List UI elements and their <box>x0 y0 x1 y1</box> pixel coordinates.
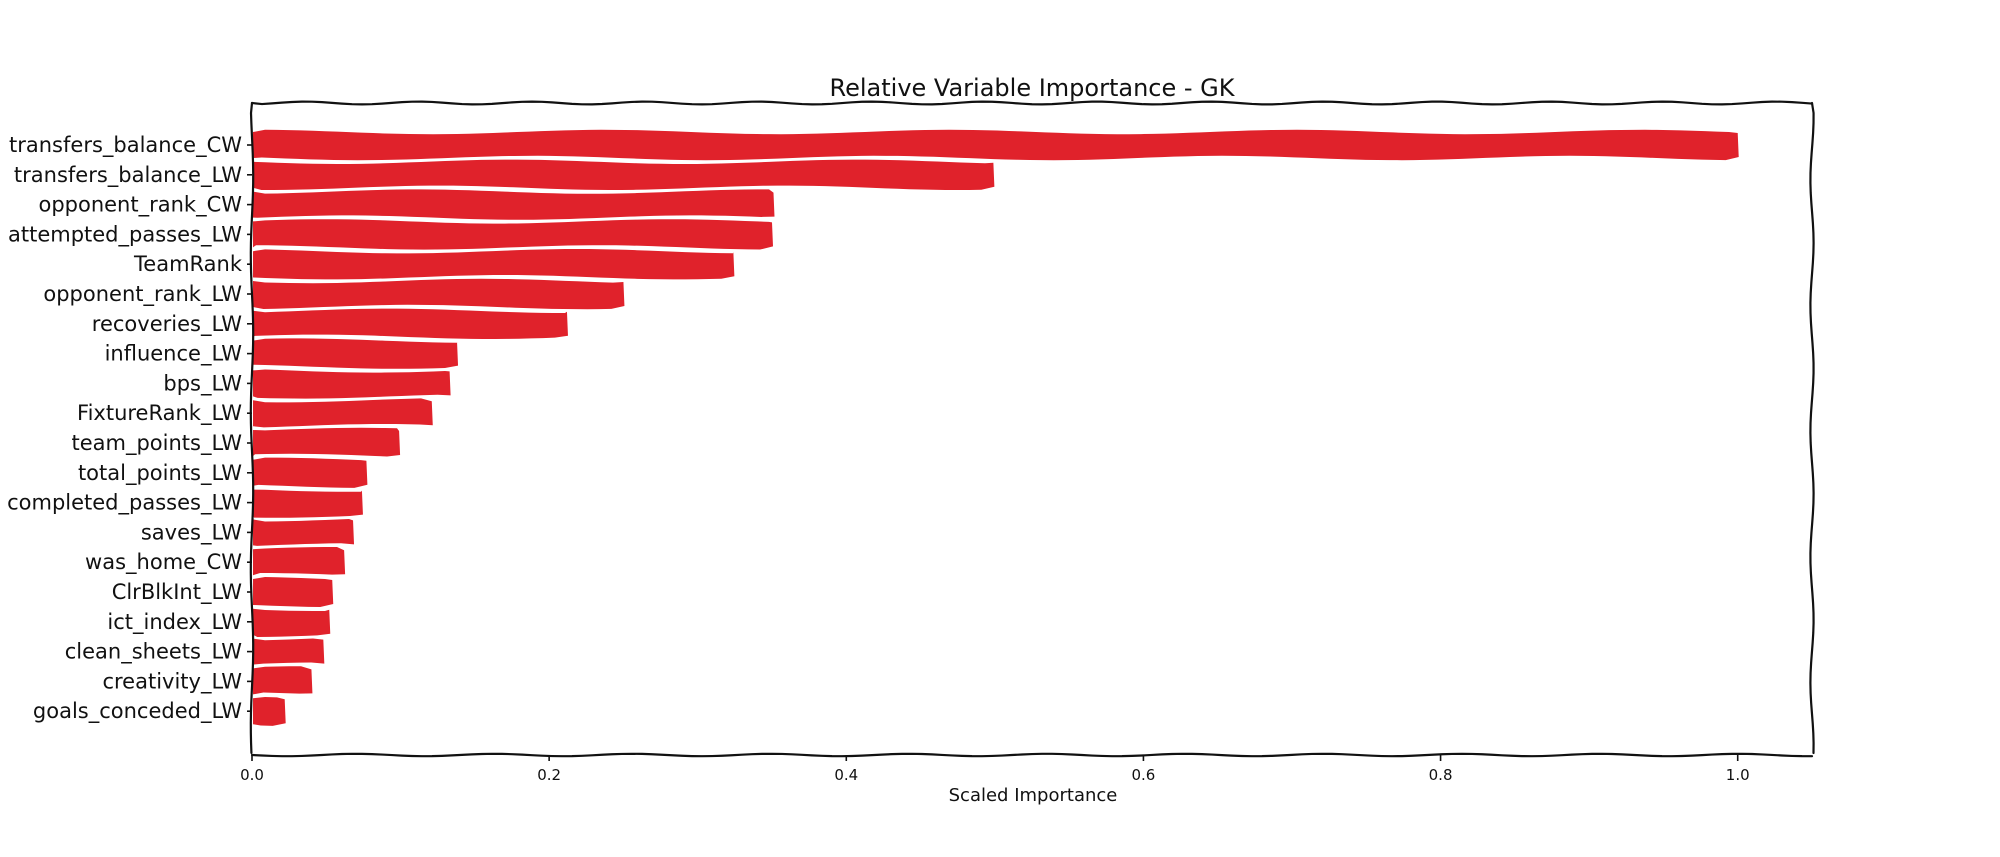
bar <box>253 457 368 488</box>
category-label: team_points_LW <box>71 431 242 456</box>
bar <box>253 338 459 369</box>
bar <box>253 577 334 608</box>
category-label: clean_sheets_LW <box>65 640 243 665</box>
category-label: opponent_rank_LW <box>43 282 242 307</box>
x-axis-ticks: 0.0 0.2 0.4 0.6 0.8 1.0 <box>240 755 1750 784</box>
bar <box>253 369 451 399</box>
bar <box>253 427 401 457</box>
category-label: TeamRank <box>133 252 243 276</box>
category-label: goals_conceded_LW <box>33 699 242 724</box>
category-label: FixtureRank_LW <box>77 401 242 426</box>
category-label: was_home_CW <box>85 550 242 575</box>
category-label: transfers_balance_CW <box>9 133 242 158</box>
bar <box>253 489 363 518</box>
x-tick-label: 1.0 <box>1726 766 1750 784</box>
bar <box>253 308 568 339</box>
x-axis-label: Scaled Importance <box>949 785 1118 806</box>
bars-layer <box>253 129 1739 726</box>
bar <box>253 666 313 695</box>
bar <box>253 696 286 726</box>
x-tick-label: 0.8 <box>1429 766 1453 784</box>
x-tick-label: 0.2 <box>537 766 561 784</box>
category-label: creativity_LW <box>102 669 242 694</box>
chart-title: Relative Variable Importance - GK <box>830 74 1236 102</box>
x-tick-label: 0.0 <box>240 766 264 784</box>
bar <box>253 547 346 576</box>
plot-frame <box>249 100 1815 758</box>
bar <box>253 129 1739 161</box>
bar <box>253 519 355 546</box>
x-tick-label: 0.4 <box>834 766 858 784</box>
bar <box>253 398 433 428</box>
category-label: opponent_rank_CW <box>38 193 242 218</box>
bar <box>253 249 735 280</box>
category-label: ClrBlkInt_LW <box>112 580 243 605</box>
bar <box>253 638 325 665</box>
x-tick-label: 0.6 <box>1131 766 1155 784</box>
bar <box>253 219 773 250</box>
category-label: bps_LW <box>163 371 242 396</box>
category-label: influence_LW <box>105 342 243 367</box>
category-label: total_points_LW <box>78 461 242 486</box>
category-label: ict_index_LW <box>107 610 242 635</box>
category-label: transfers_balance_LW <box>14 163 242 188</box>
bar <box>253 189 775 220</box>
category-label: recoveries_LW <box>92 312 242 337</box>
bar <box>253 278 625 310</box>
bar <box>253 159 995 190</box>
category-label: completed_passes_LW <box>7 491 242 516</box>
category-labels: transfers_balance_CW transfers_balance_LW… <box>7 133 252 724</box>
category-label: attempted_passes_LW <box>8 222 242 247</box>
category-label: saves_LW <box>141 520 242 545</box>
bar <box>253 608 331 637</box>
